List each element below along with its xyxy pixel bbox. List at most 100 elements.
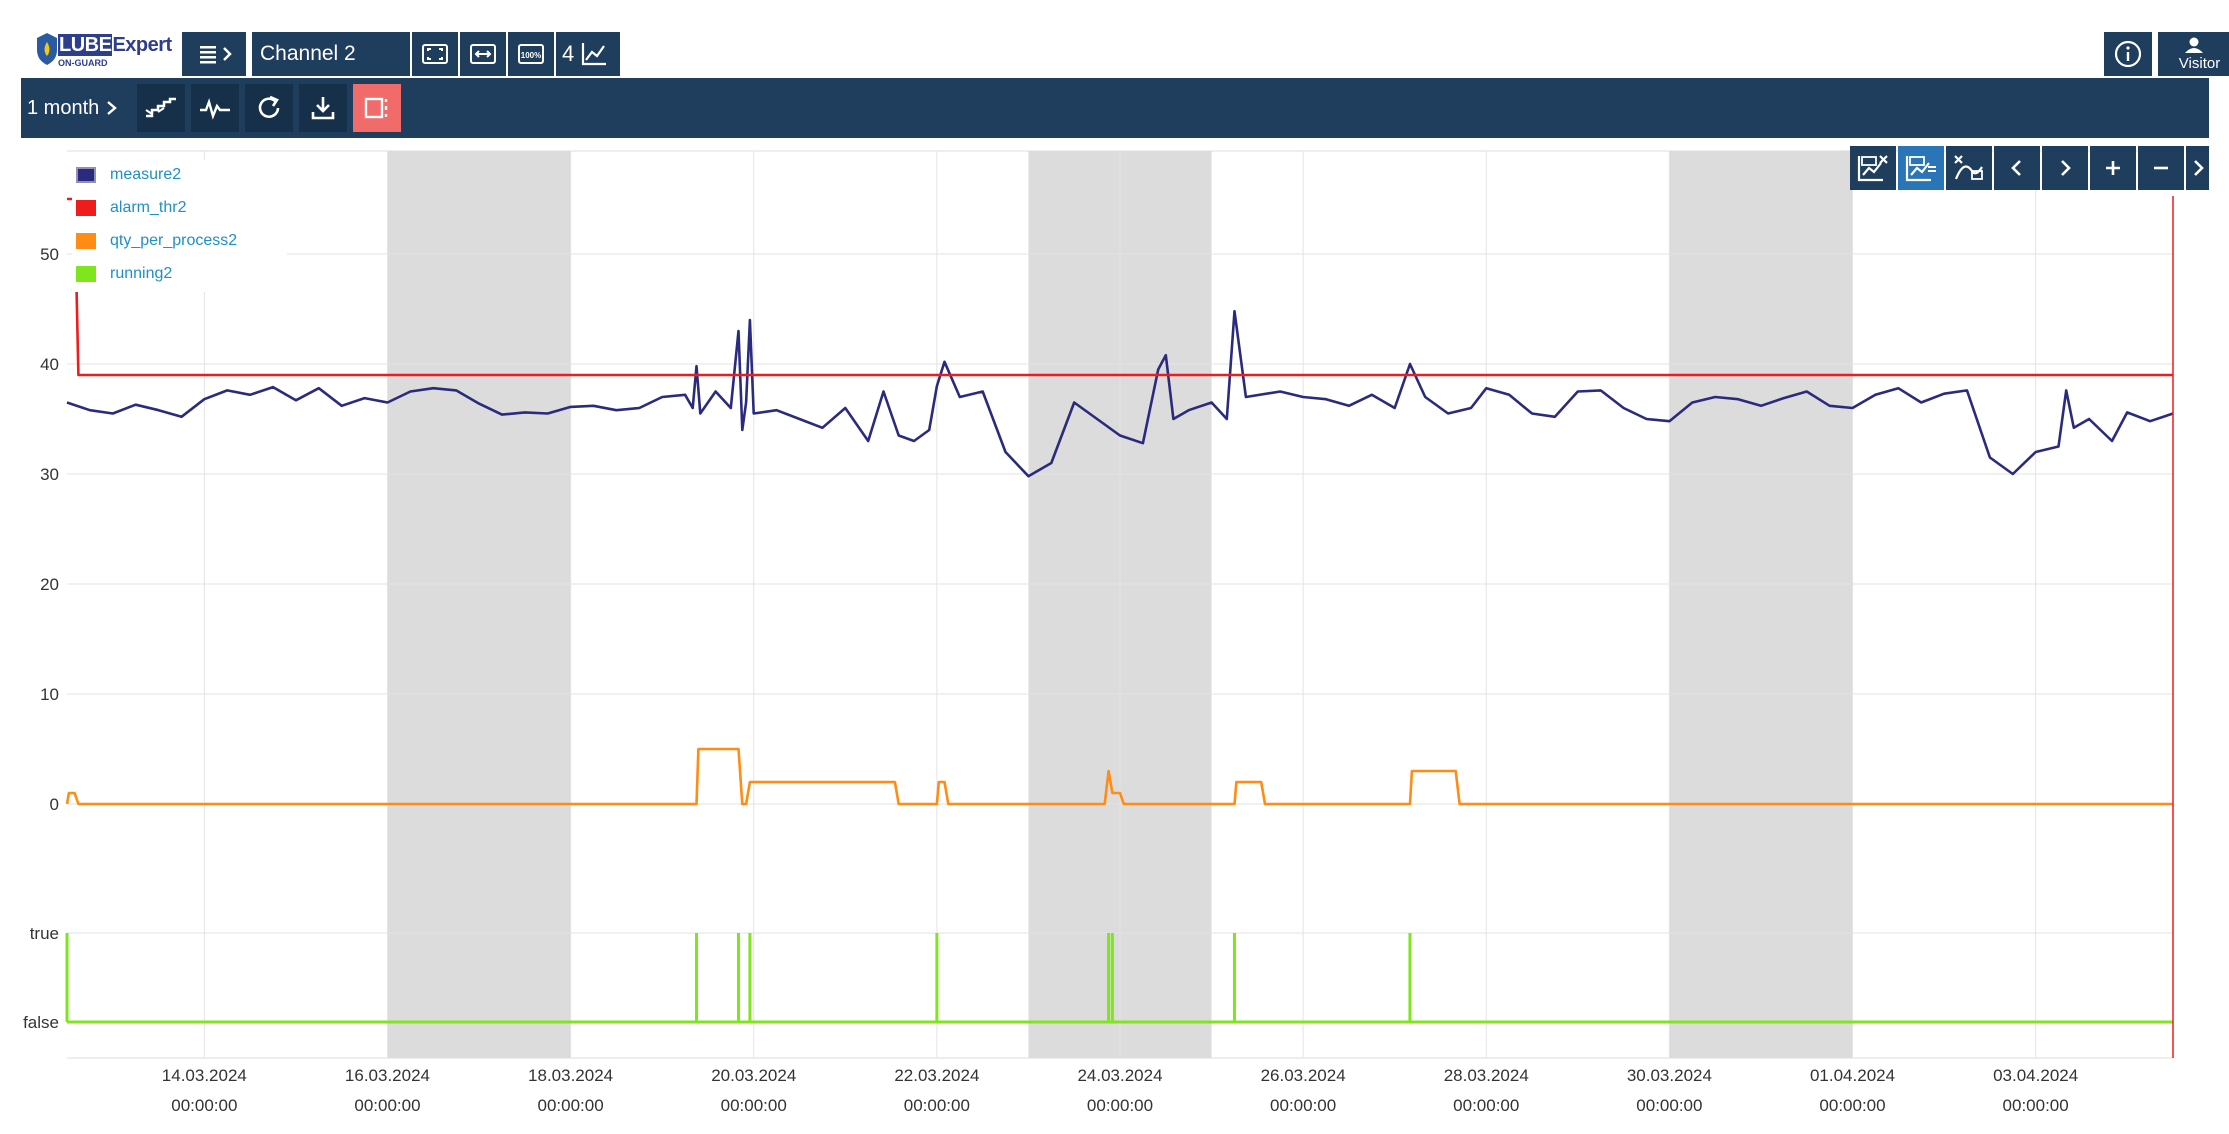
weekend-bands: [387, 151, 1853, 1058]
user-icon: [2184, 37, 2203, 53]
x-tick-time: 00:00:00: [171, 1096, 237, 1115]
x-tick-time: 00:00:00: [1270, 1096, 1336, 1115]
svg-text:100%: 100%: [521, 51, 541, 60]
step-line-button[interactable]: [137, 84, 185, 132]
chart-count-button[interactable]: 4: [556, 32, 620, 76]
smooth-line-button[interactable]: [191, 84, 239, 132]
legend-label: alarm_thr2: [110, 199, 187, 216]
weekend-band: [1669, 151, 1853, 1058]
visitor-label: Visitor: [2178, 54, 2221, 72]
fit-all-button[interactable]: [412, 32, 458, 76]
series-line-qty_per_process2: [65, 747, 2173, 806]
x-tick-time: 00:00:00: [354, 1096, 420, 1115]
bool-tick-label: false: [23, 1013, 59, 1032]
fit-width-icon: [470, 44, 496, 64]
refresh-icon: [258, 95, 280, 118]
chart-legend: measure2 alarm_thr2 qty_per_process2 run…: [72, 160, 287, 292]
minus-icon: [2154, 166, 2168, 170]
hide-all-series-button[interactable]: [1850, 146, 1896, 190]
refresh-button[interactable]: [245, 84, 293, 132]
zoom-reset-icon: [1954, 155, 1983, 180]
x-tick-date: 26.03.2024: [1261, 1066, 1346, 1085]
fit-width-button[interactable]: [460, 32, 506, 76]
weekend-band: [387, 151, 571, 1058]
download-button[interactable]: [299, 84, 347, 132]
x-tick-time: 00:00:00: [1087, 1096, 1153, 1115]
download-icon: [311, 97, 335, 120]
channel-name[interactable]: Channel 2: [252, 32, 410, 76]
zoom-in-button[interactable]: [2090, 146, 2136, 190]
legend-label: measure2: [110, 166, 182, 183]
app-header: LUBEExpert ON-GUARD Channel 2 100% 4: [0, 0, 2229, 78]
chart-toolbar: 1 month: [21, 78, 2209, 138]
user-menu-button[interactable]: Visitor: [2158, 32, 2229, 76]
menu-icon: [200, 46, 232, 64]
bool-tick-label: true: [30, 924, 59, 943]
x-tick-time: 00:00:00: [1819, 1096, 1885, 1115]
period-label: 1 month: [27, 96, 100, 119]
fit-screen-icon: [422, 44, 448, 64]
legend-item-qty_per_process2[interactable]: qty_per_process2: [76, 230, 237, 252]
more-controls-button[interactable]: [2186, 146, 2209, 190]
legend-label: running2: [110, 265, 173, 282]
info-button[interactable]: [2104, 32, 2152, 76]
period-selector[interactable]: 1 month: [23, 84, 131, 132]
x-tick-date: 20.03.2024: [711, 1066, 796, 1085]
x-tick-time: 00:00:00: [1636, 1096, 1702, 1115]
x-tick-time: 00:00:00: [2003, 1096, 2069, 1115]
pan-right-button[interactable]: [2042, 146, 2088, 190]
x-tick-time: 00:00:00: [904, 1096, 970, 1115]
legend-item-measure2[interactable]: measure2: [76, 164, 181, 186]
x-axis-labels: 14.03.2024 00:00:00 16.03.2024 00:00:00 18.0…: [162, 1066, 2078, 1115]
legend-swatch: [76, 200, 96, 216]
legend-label: qty_per_process2: [110, 232, 238, 249]
x-tick-date: 01.04.2024: [1810, 1066, 1895, 1085]
y-tick-label: 10: [40, 685, 59, 704]
y-tick-label: 50: [40, 245, 59, 264]
reset-zoom-button[interactable]: [1946, 146, 1992, 190]
legend-item-running2[interactable]: running2: [76, 263, 172, 285]
chevron-right-icon: [107, 101, 118, 115]
zoom-out-button[interactable]: [2138, 146, 2184, 190]
y-tick-label: 30: [40, 465, 59, 484]
plus-icon: [2106, 161, 2120, 175]
x-tick-date: 22.03.2024: [894, 1066, 979, 1085]
legend-swatch: [76, 167, 96, 183]
chevron-left-icon: [2011, 160, 2021, 176]
x-tick-date: 30.03.2024: [1627, 1066, 1712, 1085]
chart-grid: [67, 150, 2173, 1059]
waveform-icon: [200, 98, 230, 120]
legend-swatch: [76, 233, 96, 249]
x-tick-date: 24.03.2024: [1077, 1066, 1162, 1085]
logo-text: LUBEExpert: [58, 34, 172, 57]
step-line-icon: [145, 97, 176, 118]
zoom-100-icon: 100%: [518, 44, 544, 64]
logo-text-lube: LUBE: [58, 34, 113, 56]
chevron-right-icon: [2061, 160, 2071, 176]
show-legend-button[interactable]: [1898, 146, 1944, 190]
logo-text-expert: Expert: [112, 34, 172, 56]
line-chart-icon: [582, 43, 607, 66]
lubexpert-logo[interactable]: LUBEExpert ON-GUARD: [36, 28, 172, 76]
x-tick-date: 18.03.2024: [528, 1066, 613, 1085]
legend-item-alarm_thr2[interactable]: alarm_thr2: [76, 197, 186, 219]
chart-remove-icon: [1857, 155, 1888, 182]
series-line-measure2: [66, 309, 2174, 478]
legend-swatch: [76, 266, 96, 282]
logo-subtext: ON-GUARD: [58, 58, 108, 68]
menu-button[interactable]: [182, 32, 246, 76]
selection-mode-button[interactable]: [353, 84, 401, 132]
info-icon: [2114, 40, 2142, 68]
logo-shield-icon: [37, 33, 57, 65]
zoom-100-button[interactable]: 100%: [508, 32, 554, 76]
chart-legend-icon: [1905, 156, 1936, 182]
x-tick-date: 03.04.2024: [1993, 1066, 2078, 1085]
x-tick-time: 00:00:00: [721, 1096, 787, 1115]
x-tick-date: 28.03.2024: [1444, 1066, 1529, 1085]
x-tick-date: 14.03.2024: [162, 1066, 247, 1085]
selection-icon: [364, 97, 388, 119]
chart-count: 4: [562, 41, 575, 66]
x-tick-time: 00:00:00: [538, 1096, 604, 1115]
x-tick-date: 16.03.2024: [345, 1066, 430, 1085]
pan-left-button[interactable]: [1994, 146, 2040, 190]
